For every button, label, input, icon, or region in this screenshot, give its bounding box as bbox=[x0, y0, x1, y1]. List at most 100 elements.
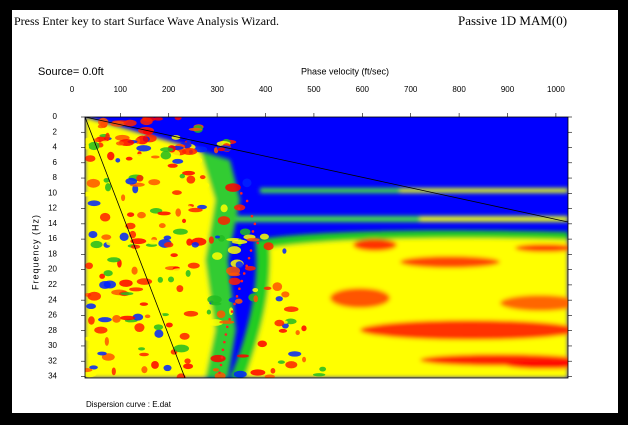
dispersion-point bbox=[245, 265, 248, 268]
heat-blob bbox=[140, 118, 152, 126]
y-tick-label: 16 bbox=[48, 234, 57, 243]
heat-blob bbox=[88, 292, 101, 301]
heat-blob bbox=[88, 200, 101, 206]
heat-blob bbox=[168, 164, 178, 168]
heat-blob bbox=[119, 280, 132, 287]
heat-blob bbox=[123, 120, 136, 127]
instruction: Press Enter key to start Surface Wave An… bbox=[14, 14, 279, 28]
heat-blob bbox=[168, 276, 174, 282]
heat-blob bbox=[182, 219, 186, 223]
dispersion-point bbox=[241, 280, 244, 283]
heat-blob bbox=[126, 157, 133, 161]
heat-blob bbox=[127, 212, 134, 217]
heat-blob bbox=[148, 179, 160, 185]
heat-blob bbox=[104, 280, 116, 288]
heat-blob bbox=[273, 282, 283, 291]
heat-blob bbox=[106, 240, 120, 247]
heat-blob bbox=[98, 125, 105, 129]
app-window: Press Enter key to start Surface Wave An… bbox=[0, 0, 628, 425]
heat-blob bbox=[143, 321, 154, 325]
heat-blob bbox=[161, 151, 172, 159]
heat-blob bbox=[237, 354, 249, 357]
heat-blob bbox=[129, 287, 143, 291]
heat-blob bbox=[151, 361, 159, 369]
dispersion-image bbox=[78, 114, 585, 382]
heat-blob bbox=[221, 204, 228, 212]
dispersion-point bbox=[256, 242, 259, 245]
heat-blob bbox=[163, 365, 171, 371]
heat-blob bbox=[279, 329, 287, 333]
heat-blob bbox=[94, 327, 107, 334]
heat-band bbox=[400, 256, 500, 268]
y-tick-label: 14 bbox=[48, 219, 57, 228]
y-tick-label: 24 bbox=[48, 295, 57, 304]
heat-blob bbox=[85, 262, 93, 269]
x-tick-label: 0 bbox=[70, 85, 75, 94]
dispersion-point bbox=[250, 249, 253, 252]
heat-blob bbox=[120, 292, 133, 295]
heat-blob bbox=[164, 242, 173, 247]
x-tick-label: 800 bbox=[452, 85, 466, 94]
dispersion-point bbox=[223, 341, 226, 344]
heat-blob bbox=[188, 208, 202, 212]
x-tick-label: 600 bbox=[356, 85, 370, 94]
heat-blob bbox=[112, 368, 116, 376]
heat-blob bbox=[173, 268, 187, 271]
heat-blob bbox=[192, 242, 199, 248]
y-tick-label: 30 bbox=[48, 341, 57, 350]
heat-blob bbox=[186, 186, 201, 191]
heat-blob bbox=[183, 363, 193, 369]
x-tick-label: 700 bbox=[404, 85, 418, 94]
dispersion-point bbox=[251, 215, 254, 218]
dispersion-point bbox=[240, 192, 243, 195]
heat-blob bbox=[120, 233, 129, 241]
heat-blob bbox=[235, 299, 243, 304]
dispersion-point bbox=[243, 272, 246, 275]
heat-blob bbox=[159, 223, 166, 228]
heat-blob bbox=[139, 353, 149, 356]
heat-blob bbox=[184, 311, 198, 317]
heat-blob bbox=[97, 352, 107, 356]
heat-blob bbox=[138, 347, 145, 350]
heat-blob bbox=[213, 368, 219, 371]
heat-blob bbox=[242, 178, 251, 187]
dispersion-point bbox=[222, 348, 225, 351]
heat-blob bbox=[121, 194, 125, 201]
heat-blob bbox=[260, 234, 269, 240]
heat-blob bbox=[302, 357, 306, 363]
heat-blob bbox=[172, 159, 183, 164]
y-axis-title: Frequency (Hz) bbox=[30, 214, 40, 290]
heat-blob bbox=[186, 157, 202, 165]
dispersion-point bbox=[228, 318, 231, 321]
heat-band bbox=[330, 288, 390, 308]
dispersion-point bbox=[218, 371, 221, 374]
heat-blob bbox=[186, 176, 195, 184]
heat-blob bbox=[103, 270, 112, 276]
dispersion-point bbox=[226, 326, 229, 329]
y-tick-label: 2 bbox=[53, 127, 58, 136]
dispersion-point bbox=[236, 295, 239, 298]
heat-blob bbox=[107, 152, 114, 161]
dispersion-point bbox=[238, 287, 241, 290]
heat-blob bbox=[136, 175, 143, 182]
heat-blob bbox=[141, 366, 147, 373]
y-tick-label: 18 bbox=[48, 249, 57, 258]
heat-blob bbox=[134, 323, 144, 332]
heat-blob bbox=[88, 142, 99, 150]
heat-band bbox=[515, 244, 575, 252]
heat-blob bbox=[278, 360, 285, 364]
heat-blob bbox=[253, 295, 258, 302]
heat-blob bbox=[271, 368, 276, 374]
heat-blob bbox=[87, 179, 100, 188]
y-tick-label: 28 bbox=[48, 326, 57, 335]
heat-blob bbox=[154, 324, 163, 330]
heat-blob bbox=[285, 361, 297, 368]
heat-blob bbox=[136, 145, 151, 151]
heat-blob bbox=[116, 141, 124, 145]
y-tick-label: 0 bbox=[53, 112, 58, 121]
heat-blob bbox=[182, 148, 197, 155]
heat-blob bbox=[210, 355, 225, 362]
heat-blob bbox=[313, 373, 325, 376]
heat-blob bbox=[188, 263, 200, 269]
heat-blob bbox=[100, 213, 110, 222]
